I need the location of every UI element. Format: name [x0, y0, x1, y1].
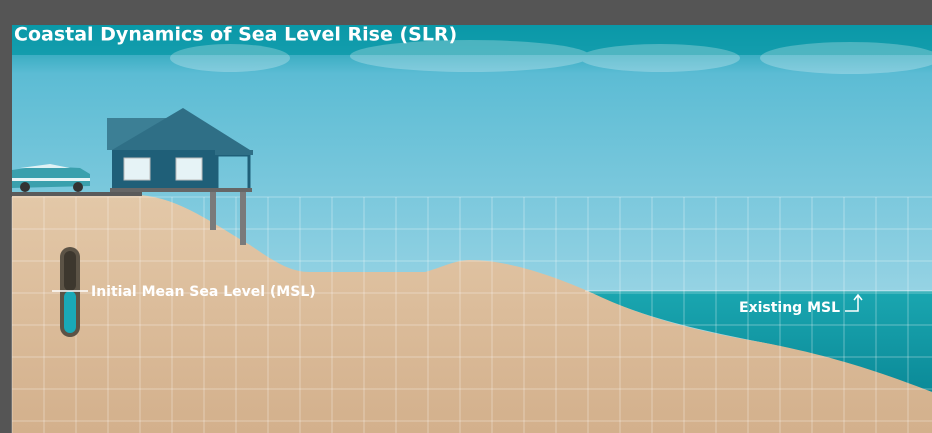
- clouds: [170, 40, 932, 74]
- car: [12, 164, 90, 192]
- house: [107, 108, 253, 245]
- gauge: [52, 247, 88, 337]
- header-band: [12, 25, 932, 55]
- sand: [12, 195, 932, 433]
- arrow-up: [845, 293, 863, 312]
- sea: [585, 291, 932, 392]
- grid: [11, 196, 932, 433]
- initial-msl-label: Initial Mean Sea Level (MSL): [91, 284, 316, 300]
- title: Coastal Dynamics of Sea Level Rise (SLR): [14, 24, 457, 46]
- existing-msl-label: Existing MSL: [739, 300, 840, 316]
- road: [12, 192, 142, 196]
